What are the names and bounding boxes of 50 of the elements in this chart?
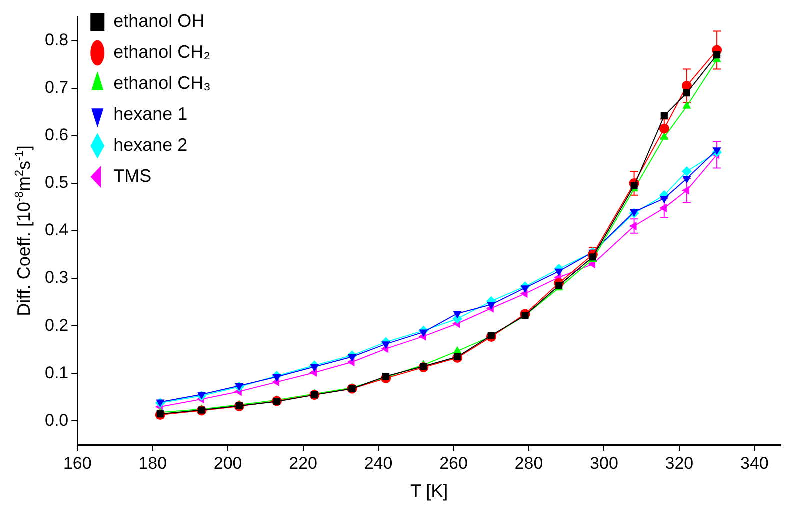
y-tick-label: 0.3 <box>44 268 69 288</box>
x-tick-label: 340 <box>740 454 769 473</box>
point <box>683 90 691 97</box>
legend-label: ethanol CH₂ <box>114 42 211 62</box>
x-tick-label: 240 <box>364 454 393 473</box>
legend-label: ethanol CH₃ <box>114 72 212 93</box>
x-tick-label: 200 <box>214 454 242 473</box>
point <box>419 330 428 338</box>
point <box>629 222 637 231</box>
y-tick-label: 0.4 <box>44 220 69 240</box>
point <box>630 182 638 190</box>
x-tick-label: 320 <box>665 454 694 473</box>
point <box>682 166 692 177</box>
point <box>712 148 722 156</box>
point <box>310 364 319 372</box>
point <box>453 311 462 319</box>
y-tick-label: 0.5 <box>44 173 69 192</box>
point <box>382 342 390 350</box>
point <box>348 354 357 362</box>
y-tick-label: 0.0 <box>44 410 69 430</box>
point <box>272 374 282 382</box>
legend-label: hexane 1 <box>114 104 188 124</box>
y-tick-label: 0.1 <box>44 363 69 382</box>
x-axis-title: T [K] <box>410 481 448 502</box>
legend-label: TMS <box>114 166 152 186</box>
y-tick-label: 0.7 <box>44 78 69 98</box>
legend-label: hexane 2 <box>114 134 188 155</box>
point <box>659 204 667 213</box>
point <box>682 101 692 109</box>
point <box>554 268 564 276</box>
legend-label: ethanol OH <box>114 10 205 31</box>
point <box>714 52 721 59</box>
point <box>487 302 496 310</box>
point <box>156 410 164 418</box>
point <box>659 124 670 134</box>
x-tick-label: 180 <box>138 454 168 473</box>
point <box>660 112 668 120</box>
y-tick-label: 0.6 <box>44 126 69 145</box>
x-tick-label: 160 <box>63 454 92 473</box>
point <box>682 186 690 195</box>
point <box>520 286 530 294</box>
point <box>682 176 692 184</box>
x-tick-label: 300 <box>590 454 618 473</box>
point <box>660 196 669 204</box>
y-tick-label: 0.8 <box>44 30 69 50</box>
y-tick-label: 0.2 <box>44 316 69 335</box>
x-tick-label: 260 <box>440 454 468 473</box>
x-tick-label: 220 <box>289 454 318 473</box>
y-axis-title: Diff. Coeff. [10-8m2s-1] <box>12 146 34 316</box>
x-tick-label: 280 <box>514 454 544 473</box>
